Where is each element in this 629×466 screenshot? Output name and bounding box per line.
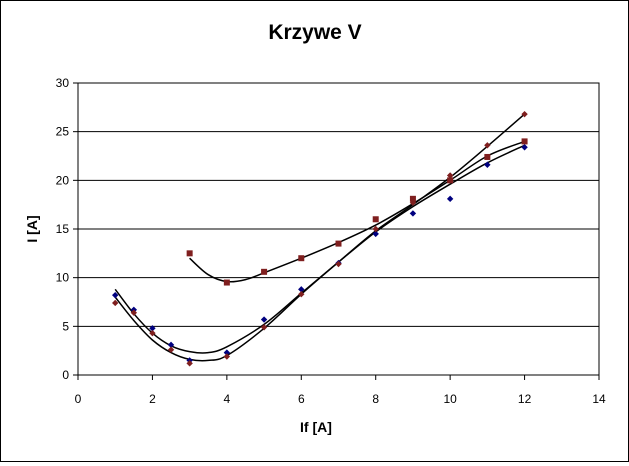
y-axis-ticks: 0 5 10 15 20 25 30 <box>56 76 78 382</box>
x-tick-label: 8 <box>372 392 379 406</box>
y-tick-label: 20 <box>56 173 70 187</box>
data-point-diamond <box>167 341 175 349</box>
data-point-diamond <box>260 316 268 323</box>
data-point-diamond <box>446 172 454 179</box>
y-tick-label: 5 <box>62 319 69 333</box>
x-axis-ticks: 0 2 4 6 8 10 12 14 <box>75 375 606 406</box>
data-point-diamond <box>223 349 231 356</box>
data-point-diamond <box>112 291 119 299</box>
data-point-diamond <box>298 286 305 293</box>
trendlines <box>114 113 526 362</box>
data-point-diamond <box>484 161 491 168</box>
y-tick-label: 0 <box>62 368 69 382</box>
y-tick-label: 30 <box>56 76 70 90</box>
data-point-diamond <box>521 110 528 118</box>
x-axis-label: If [A] <box>300 419 332 435</box>
x-tick-label: 0 <box>75 392 82 406</box>
data-point-square <box>335 240 342 247</box>
trendline-curve <box>114 113 526 362</box>
chart-title: Krzywe V <box>268 21 361 44</box>
data-point-square <box>484 153 491 160</box>
data-point-square <box>447 177 454 184</box>
data-point-diamond <box>130 309 138 316</box>
data-point-diamond <box>186 360 193 367</box>
data-point-diamond <box>149 329 156 337</box>
data-point-diamond <box>149 325 156 332</box>
grid-lines <box>78 82 599 376</box>
x-tick-label: 4 <box>224 392 231 406</box>
data-point-diamond <box>372 230 379 238</box>
y-tick-label: 10 <box>56 271 70 285</box>
data-point-diamond <box>335 260 342 268</box>
data-point-diamond <box>521 144 528 151</box>
data-point-diamond <box>112 299 119 307</box>
data-point-diamond <box>223 353 231 360</box>
y-axis-label: I [A] <box>24 215 40 242</box>
data-point-square <box>223 279 230 286</box>
data-point-square <box>521 138 528 145</box>
x-tick-label: 6 <box>298 392 305 406</box>
data-point-diamond <box>372 225 379 233</box>
y-tick-label: 15 <box>56 222 70 236</box>
x-tick-label: 2 <box>149 392 156 406</box>
data-point-square <box>261 268 268 275</box>
x-tick-label: 10 <box>443 392 457 406</box>
y-tick-label: 25 <box>56 125 70 139</box>
data-point-diamond <box>409 210 417 217</box>
data-point-diamond <box>484 142 491 149</box>
data-point-diamond <box>298 291 305 298</box>
x-tick-label: 12 <box>518 392 532 406</box>
data-point-diamond <box>446 195 454 203</box>
data-point-square <box>186 250 193 257</box>
trendline-curve <box>189 140 525 283</box>
data-point-square <box>372 216 379 223</box>
data-point-square <box>409 195 416 202</box>
data-point-diamond <box>167 346 175 353</box>
data-point-square <box>298 255 305 262</box>
data-point-diamond <box>260 324 268 331</box>
data-markers <box>112 110 528 367</box>
trendline-curve <box>114 144 525 354</box>
x-tick-label: 14 <box>592 392 606 406</box>
